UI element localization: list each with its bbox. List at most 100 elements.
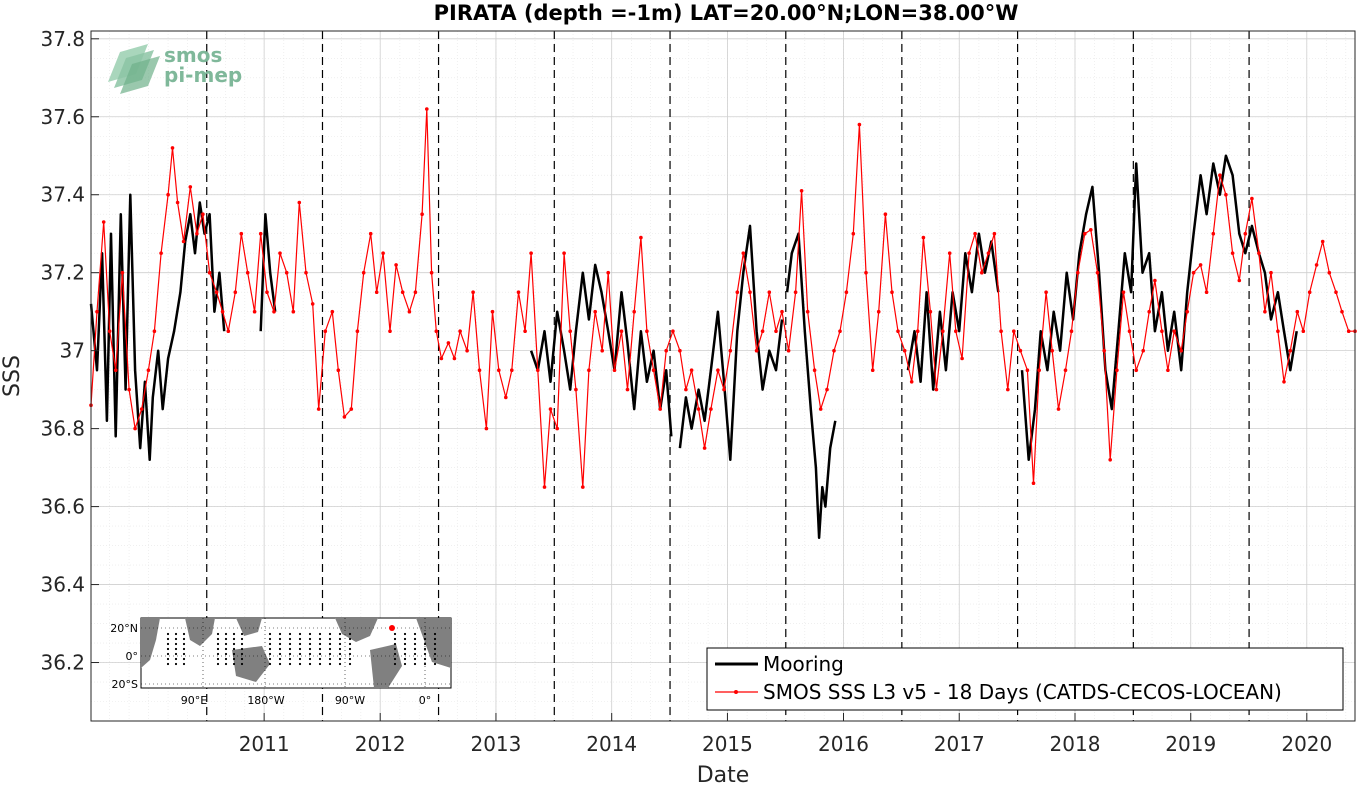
smos-point [1327,270,1332,275]
inset-buoy-dot [328,642,332,646]
inset-buoy-dot [182,662,186,666]
inset-buoy-dot [174,642,178,646]
smos-point [741,251,746,255]
inset-buoy-dot [403,637,407,641]
smos-point [1301,329,1306,334]
smos-point [689,368,694,373]
inset-buoy-dot [338,662,342,666]
smos-point [133,426,137,431]
inset-buoy-dot [403,647,407,651]
y-tick-label: 36.2 [40,651,85,675]
x-tick-label: 2012 [355,732,406,756]
smos-point [1044,290,1048,295]
inset-buoy-dot [423,647,427,651]
smos-point [1160,329,1164,334]
inset-buoy-dot [166,662,170,666]
smos-point [844,290,849,295]
smos-point [1006,387,1010,392]
smos-point [1102,348,1106,353]
smos-point [639,235,643,240]
smos-point [458,329,462,334]
inset-lat-label: 0° [126,650,139,663]
axes-frame [90,30,1356,722]
smos-point [1314,263,1319,267]
smos-point [291,309,296,314]
inset-buoy-dot [393,647,397,651]
smos-point [220,309,225,314]
smos-point [793,290,798,295]
smos-point [967,251,971,255]
x-tick-label: 2019 [1165,732,1216,756]
x-tick-label: 2020 [1281,732,1332,756]
smos-point [1340,309,1344,314]
inset-lat-label: 20°N [110,622,138,635]
inset-buoy-dot [240,642,244,646]
inset-map: 20°N 0° 20°S 90°E 180°W 90°W 0° [110,617,452,707]
inset-buoy-dot [240,662,244,666]
inset-buoy-dot [423,652,427,656]
smos-point [233,290,238,295]
smos-point [1115,368,1119,373]
smos-point [986,251,991,255]
inset-buoy-dot [328,632,332,636]
inset-buoy-dot [318,632,322,636]
inset-buoy-dot [318,637,322,641]
smos-point [146,368,151,373]
inset-buoy-dot [318,662,322,666]
smos-point [593,309,597,314]
inset-buoy-dot [433,657,437,661]
inset-buoy-dot [224,652,228,656]
smos-point [574,387,578,392]
inset-buoy-dot [224,632,228,636]
smos-point [581,485,585,489]
smos-point [954,329,958,334]
smos-point [671,329,675,334]
inset-lat-label: 20°S [112,678,138,691]
smos-point [504,395,508,400]
smos-point [555,426,559,431]
inset-buoy-dot [338,632,342,636]
mooring-line-segment [678,224,784,462]
inset-buoy-dot [308,662,312,666]
inset-buoy-dot [413,652,417,656]
inset-buoy-dot [298,637,302,641]
inset-buoy-dot [288,657,292,661]
smos-point [754,348,759,353]
inset-buoy-dot [288,662,292,666]
smos-point [127,387,131,392]
smos-point [413,290,418,295]
smos-point [310,302,315,306]
smos-point [1224,192,1228,197]
legend-label-mooring: Mooring [763,652,844,676]
smos-point [606,270,610,275]
x-tick-label: 2015 [702,732,753,756]
logo-line2: pi-mep [164,63,242,87]
inset-buoy-dot [298,662,302,666]
smos-point [297,200,302,205]
inset-buoy-dot [174,647,178,651]
inset-buoy-dot [348,637,352,641]
smos-point [278,251,282,255]
inset-buoy-dot [403,662,407,666]
inset-buoy-dot [423,657,427,661]
x-tick-label: 2016 [818,732,869,756]
inset-buoy-dot [433,642,437,646]
inset-buoy-dot [240,632,244,636]
smos-point [120,270,125,275]
inset-buoy-dot [224,662,228,666]
smos-point [883,212,888,216]
smos-point [465,348,469,353]
inset-buoy-dot [308,632,312,636]
inset-buoy-dot [403,652,407,656]
x-axis-title: Date [697,763,750,786]
inset-buoy-dot [288,652,292,656]
smos-point [1076,270,1080,275]
smos-point [664,348,668,353]
smos-point [1153,278,1157,283]
smos-point [1288,348,1293,353]
inset-buoy-dot [268,657,272,661]
smos-point [388,329,392,334]
smos-point [1204,290,1209,295]
smos-point [166,192,170,197]
